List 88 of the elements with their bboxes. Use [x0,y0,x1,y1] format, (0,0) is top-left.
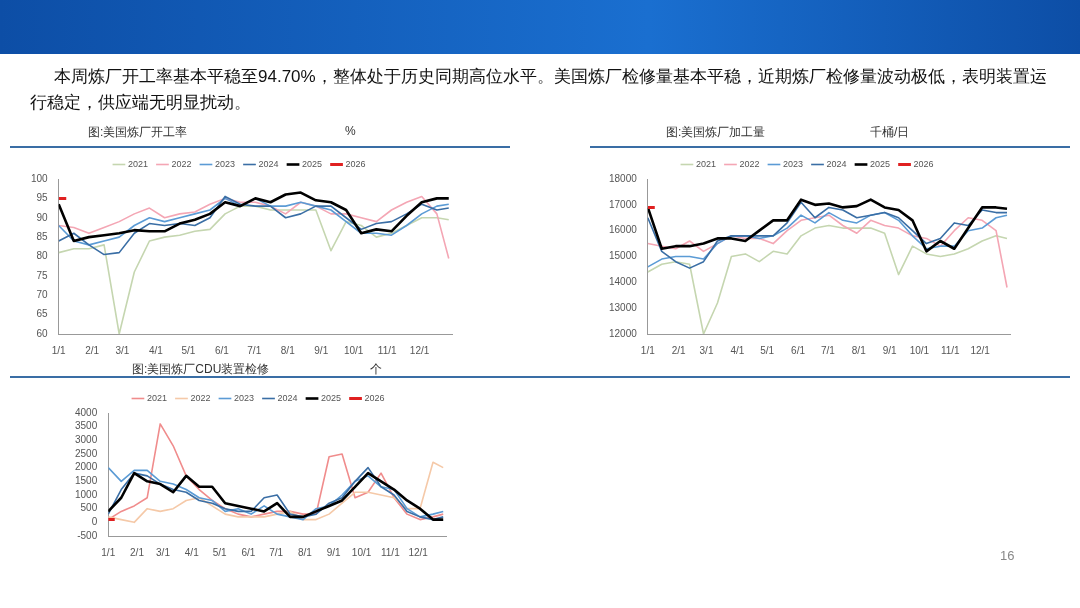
x-tick-label: 7/1 [820,344,836,356]
legend-label: 2023 [214,158,236,169]
y-tick-label: -500 [77,529,98,541]
y-tick-label: 85 [36,230,49,242]
legend-label: 2021 [695,158,716,169]
x-tick-label: 7/1 [269,546,284,558]
y-tick-label: 500 [80,502,98,514]
chart-title: 图:美国炼厂CDU装置检修 [132,361,270,378]
y-tick-label: 3000 [75,434,98,446]
y-tick-label: 75 [36,269,49,281]
x-tick-label: 8/1 [851,344,867,356]
x-tick-label: 5/1 [760,344,775,356]
x-tick-label: 3/1 [699,344,714,356]
x-tick-label: 1/1 [640,344,656,356]
text: 16 [1000,548,1015,563]
legend-label: 2026 [364,392,385,403]
y-axis-title: % [345,124,356,138]
x-tick-label: 4/1 [730,344,745,356]
y-axis-title: 千桶/日 [870,124,910,141]
legend-label: 2024 [258,158,279,169]
y-tick-label: 4000 [75,406,98,418]
legend-label: 2023 [233,392,255,403]
x-tick-label: 6/1 [241,546,256,558]
x-tick-label: 4/1 [184,546,200,558]
y-tick-label: 1000 [75,488,98,500]
legend-label: 2023 [782,158,804,169]
x-tick-label: 4/1 [148,344,164,356]
x-tick-label: 12/1 [409,344,430,356]
y-tick-label: 18000 [609,172,638,184]
x-tick-label: 6/1 [214,344,230,356]
y-tick-label: 100 [31,172,49,184]
chart-title: 图:美国炼厂开工率 [88,124,188,141]
x-tick-label: 11/1 [377,344,397,356]
x-tick-label: 1/1 [51,344,67,356]
y-tick-label: 80 [36,250,49,262]
x-tick-label: 9/1 [882,344,897,356]
legend-label: 2026 [345,158,366,169]
x-tick-label: 7/1 [247,344,262,356]
x-tick-label: 5/1 [212,546,227,558]
y-tick-label: 0 [91,516,98,528]
x-tick-label: 3/1 [156,546,171,558]
y-tick-label: 15000 [609,250,638,262]
y-tick-label: 16000 [609,224,638,236]
y-axis-title: 个 [370,361,382,378]
y-tick-label: 14000 [609,276,638,288]
x-tick-label: 12/1 [970,344,991,356]
x-tick-label: 6/1 [791,344,806,356]
legend-label: 2025 [870,158,891,169]
x-tick-label: 10/1 [343,344,364,356]
y-tick-label: 2500 [75,447,98,459]
x-tick-label: 11/1 [380,546,401,558]
y-tick-label: 60 [36,327,49,339]
legend-label: 2022 [190,392,211,403]
legend-label: 2025 [321,392,342,403]
x-tick-label: 5/1 [181,344,196,356]
legend-label: 2024 [826,158,847,169]
x-tick-label: 2/1 [85,344,100,356]
x-tick-label: 11/1 [940,344,961,356]
text: 本周炼厂开工率基本平稳至94.70%，整体处于历史同期高位水平。美国炼厂检修量基本平稳，近期炼厂检修量波动极低，表明装置运行稳定，供应端无明显扰动。 [30,66,1048,114]
legend-label: 2025 [302,158,323,169]
legend-label: 2026 [913,158,934,169]
y-tick-label: 1500 [75,475,98,487]
legend-label: 2021 [146,392,167,403]
y-tick-label: 95 [36,192,49,204]
x-tick-label: 2/1 [130,546,145,558]
y-tick-label: 90 [36,211,49,223]
y-tick-label: 13000 [609,301,638,313]
legend-label: 2022 [171,158,192,169]
x-tick-label: 8/1 [280,344,296,356]
x-tick-label: 10/1 [909,344,930,356]
chart-title: 图:美国炼厂加工量 [666,124,766,141]
x-tick-label: 1/1 [101,546,116,558]
y-tick-label: 17000 [609,198,638,210]
legend-label: 2021 [127,158,148,169]
legend-label: 2024 [277,392,298,403]
x-tick-label: 2/1 [671,344,687,356]
y-tick-label: 3500 [75,420,98,432]
x-tick-label: 9/1 [326,546,342,558]
y-tick-label: 70 [36,289,49,300]
y-tick-label: 65 [36,308,49,320]
x-tick-label: 9/1 [314,344,329,356]
y-tick-label: 12000 [609,327,638,339]
legend-label: 2022 [739,158,760,169]
x-tick-label: 3/1 [115,344,130,356]
x-tick-label: 12/1 [408,546,429,558]
x-tick-label: 10/1 [351,546,372,558]
y-tick-label: 2000 [75,461,98,473]
x-tick-label: 8/1 [298,546,313,558]
